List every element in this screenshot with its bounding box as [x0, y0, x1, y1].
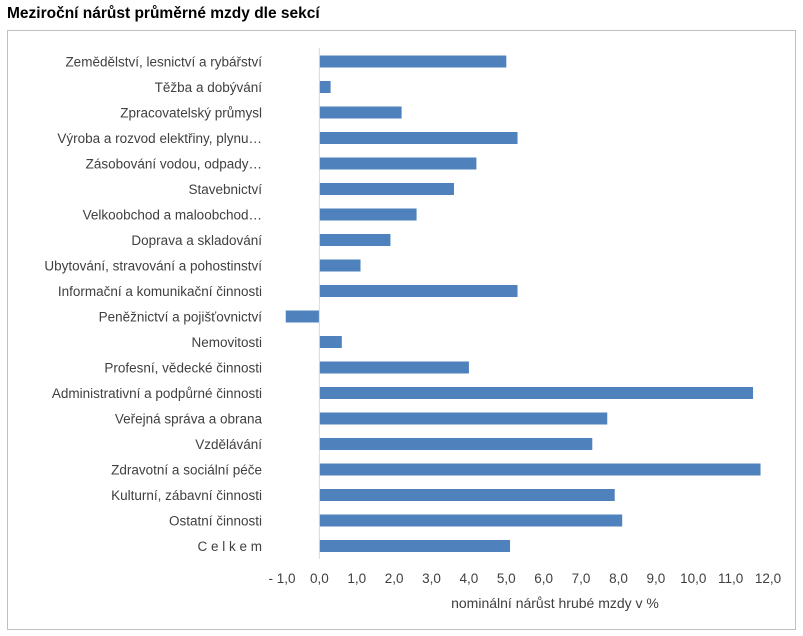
- x-tick-label: 3,0: [422, 571, 441, 586]
- bar: [319, 81, 331, 93]
- category-label: Zpracovatelský průmysl: [120, 106, 262, 121]
- category-label: C e l k e m: [197, 539, 262, 554]
- bar: [319, 234, 391, 246]
- x-tick-label: 6,0: [534, 571, 553, 586]
- bar: [319, 259, 361, 272]
- bars: [285, 55, 761, 552]
- chart-title: Meziroční nárůst průměrné mzdy dle sekcí: [7, 5, 320, 22]
- category-label: Nemovitosti: [191, 335, 262, 350]
- category-label: Těžba a dobývání: [155, 80, 263, 95]
- x-tick-label: 11,0: [718, 571, 743, 586]
- bar: [319, 208, 417, 221]
- category-label: Veřejná správa a obrana: [115, 412, 263, 427]
- category-label: Informační a komunikační činnosti: [58, 284, 262, 299]
- category-label: Zemědělství, lesnictví a rybářství: [65, 55, 262, 70]
- bar: [285, 310, 320, 323]
- x-tick-label: 0,0: [310, 571, 329, 586]
- x-tick-label: - 1,0: [268, 571, 295, 586]
- bar: [319, 336, 342, 348]
- category-label: Profesní, vědecké činnosti: [104, 361, 262, 376]
- bar: [319, 55, 507, 68]
- category-label: Výroba a rozvod elektřiny, plynu…: [57, 131, 262, 146]
- bar: [319, 387, 754, 399]
- category-label: Stavebnictví: [188, 182, 262, 197]
- bar: [319, 514, 623, 527]
- x-tick-label: 12,0: [755, 571, 781, 586]
- category-label: Peněžnictví a pojišťovnictví: [99, 310, 263, 325]
- bar: [319, 412, 608, 425]
- x-tick-label: 8,0: [609, 571, 628, 586]
- bar: [319, 438, 593, 450]
- category-label: Doprava a skladování: [131, 233, 262, 248]
- bar: [319, 463, 761, 476]
- x-tick-label: 10,0: [680, 571, 706, 586]
- chart-frame: Zemědělství, lesnictví a rybářství Těžba …: [7, 30, 796, 630]
- bar: [319, 489, 615, 501]
- x-tick-label: 9,0: [646, 571, 665, 586]
- category-label: Administrativní a podpůrné činnosti: [52, 386, 262, 401]
- bar-chart: Zemědělství, lesnictví a rybářství Těžba …: [44, 48, 781, 611]
- bar: [319, 106, 402, 119]
- bar: [319, 361, 469, 374]
- bar: [319, 132, 518, 144]
- x-tick-label: 4,0: [460, 571, 479, 586]
- bar: [319, 183, 454, 195]
- bar: [319, 285, 518, 297]
- category-label: Zdravotní a sociální péče: [111, 463, 262, 478]
- category-label: Vzdělávání: [195, 437, 262, 452]
- category-label: Velkoobchod a maloobchod…: [83, 208, 262, 223]
- bar: [319, 540, 511, 552]
- category-label: Ubytování, stravování a pohostinství: [44, 259, 262, 274]
- x-tick-label: 2,0: [385, 571, 404, 586]
- x-axis-label: nominální nárůst hrubé mzdy v %: [451, 595, 659, 611]
- x-tick-label: 1,0: [347, 571, 366, 586]
- category-label: Zásobování vodou, odpady…: [86, 157, 262, 172]
- category-label: Ostatní činnosti: [169, 514, 262, 529]
- category-label: Kulturní, zábavní činnosti: [111, 488, 262, 503]
- x-tick-label: 7,0: [572, 571, 591, 586]
- x-tick-labels: - 1,0 0,0 1,0 2,0 3,0 4,0 5,0 6,0 7,0 8,0 9,0 10,0 1…: [268, 571, 781, 586]
- bar: [319, 157, 477, 170]
- x-tick-label: 5,0: [497, 571, 516, 586]
- category-labels: Zemědělství, lesnictví a rybářství Těžba …: [44, 55, 262, 555]
